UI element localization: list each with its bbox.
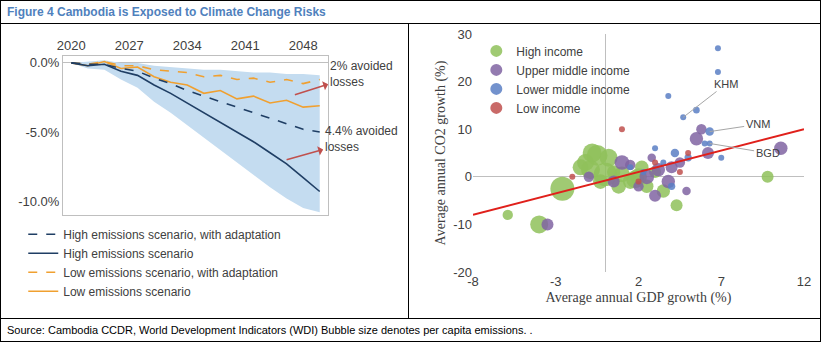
svg-text:-20: -20 [453,265,472,280]
svg-text:2041: 2041 [231,38,260,53]
svg-text:-3: -3 [550,274,562,289]
svg-text:4.4% avoidedlosses: 4.4% avoidedlosses [325,124,398,154]
svg-text:0: 0 [465,169,472,184]
html-text:Figure 4 Cambodia is Exposed t: Figure 4 Cambodia is Exposed to Climate … [7,5,326,19]
svg-text:Average annual CO2 growth (%): Average annual CO2 growth (%) [433,60,449,245]
svg-text:7: 7 [718,274,725,289]
svg-text:Average annual GDP growth (%): Average annual GDP growth (%) [546,290,732,306]
svg-text:Upper middle income: Upper middle income [516,64,630,78]
svg-text:-5.0%: -5.0% [25,125,59,140]
svg-text:High emissions scenario: High emissions scenario [63,247,193,261]
html-text:Source: Cambodia CCDR, World D: Source: Cambodia CCDR, World Development… [7,324,533,336]
svg-text:-10: -10 [453,217,472,232]
svg-text:-8: -8 [467,274,479,289]
svg-text:-10.0%: -10.0% [18,194,60,209]
svg-text:2048: 2048 [289,38,318,53]
svg-text:BGD: BGD [756,147,780,159]
svg-text:Low emissions scenario, with a: Low emissions scenario, with adaptation [63,266,278,280]
svg-text:KHM: KHM [714,78,738,90]
svg-text:10: 10 [458,122,472,137]
svg-text:0.0%: 0.0% [30,55,60,70]
svg-text:2: 2 [635,274,642,289]
svg-text:High income: High income [516,45,583,59]
svg-text:VNM: VNM [746,118,770,130]
svg-text:2% avoidedlosses: 2% avoidedlosses [330,59,393,89]
svg-text:Low income: Low income [516,102,580,116]
svg-text:30: 30 [458,27,472,42]
svg-text:2027: 2027 [115,38,144,53]
svg-text:2020: 2020 [57,38,86,53]
svg-text:Lower middle income: Lower middle income [516,83,630,97]
svg-text:Low emissions scenario: Low emissions scenario [63,285,191,299]
svg-text:High emissions scenario, with: High emissions scenario, with adaptation [63,228,280,242]
svg-text:20: 20 [458,74,472,89]
svg-text:2034: 2034 [173,38,202,53]
svg-text:12: 12 [797,274,811,289]
